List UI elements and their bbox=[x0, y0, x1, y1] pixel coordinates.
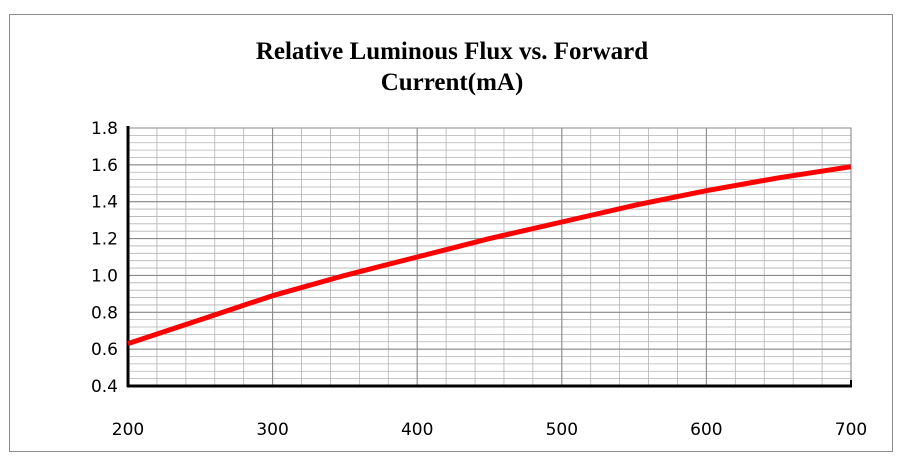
y-tick-label: 0.4 bbox=[91, 377, 118, 397]
plot-border bbox=[127, 127, 852, 387]
tick-labels: 1.8 1.6 1.4 1.2 1.0 0.8 0.6 0.4 200 300 400 500 600 7… bbox=[91, 119, 867, 440]
minor-grid bbox=[128, 128, 851, 386]
x-tick-label: 700 bbox=[835, 420, 867, 440]
y-tick-label: 1.2 bbox=[91, 230, 118, 250]
x-tick-label: 300 bbox=[256, 420, 288, 440]
major-grid bbox=[127, 127, 852, 387]
y-tick-label: 0.8 bbox=[91, 303, 118, 323]
x-tick-label: 400 bbox=[401, 420, 433, 440]
series-line-0 bbox=[127, 164, 852, 346]
y-tick-label: 0.6 bbox=[91, 340, 118, 360]
x-tick-label: 200 bbox=[112, 420, 144, 440]
y-tick-label: 1.4 bbox=[91, 193, 118, 213]
x-tick-label: 600 bbox=[690, 420, 722, 440]
y-tick-label: 1.0 bbox=[91, 266, 118, 286]
x-tick-label: 500 bbox=[546, 420, 578, 440]
y-tick-label: 1.8 bbox=[91, 119, 118, 139]
axes bbox=[126, 126, 852, 388]
y-tick-label: 1.6 bbox=[91, 156, 118, 176]
series-layer bbox=[127, 164, 852, 346]
chart-title: Relative Luminous Flux vs. Forward Curre… bbox=[255, 38, 649, 96]
